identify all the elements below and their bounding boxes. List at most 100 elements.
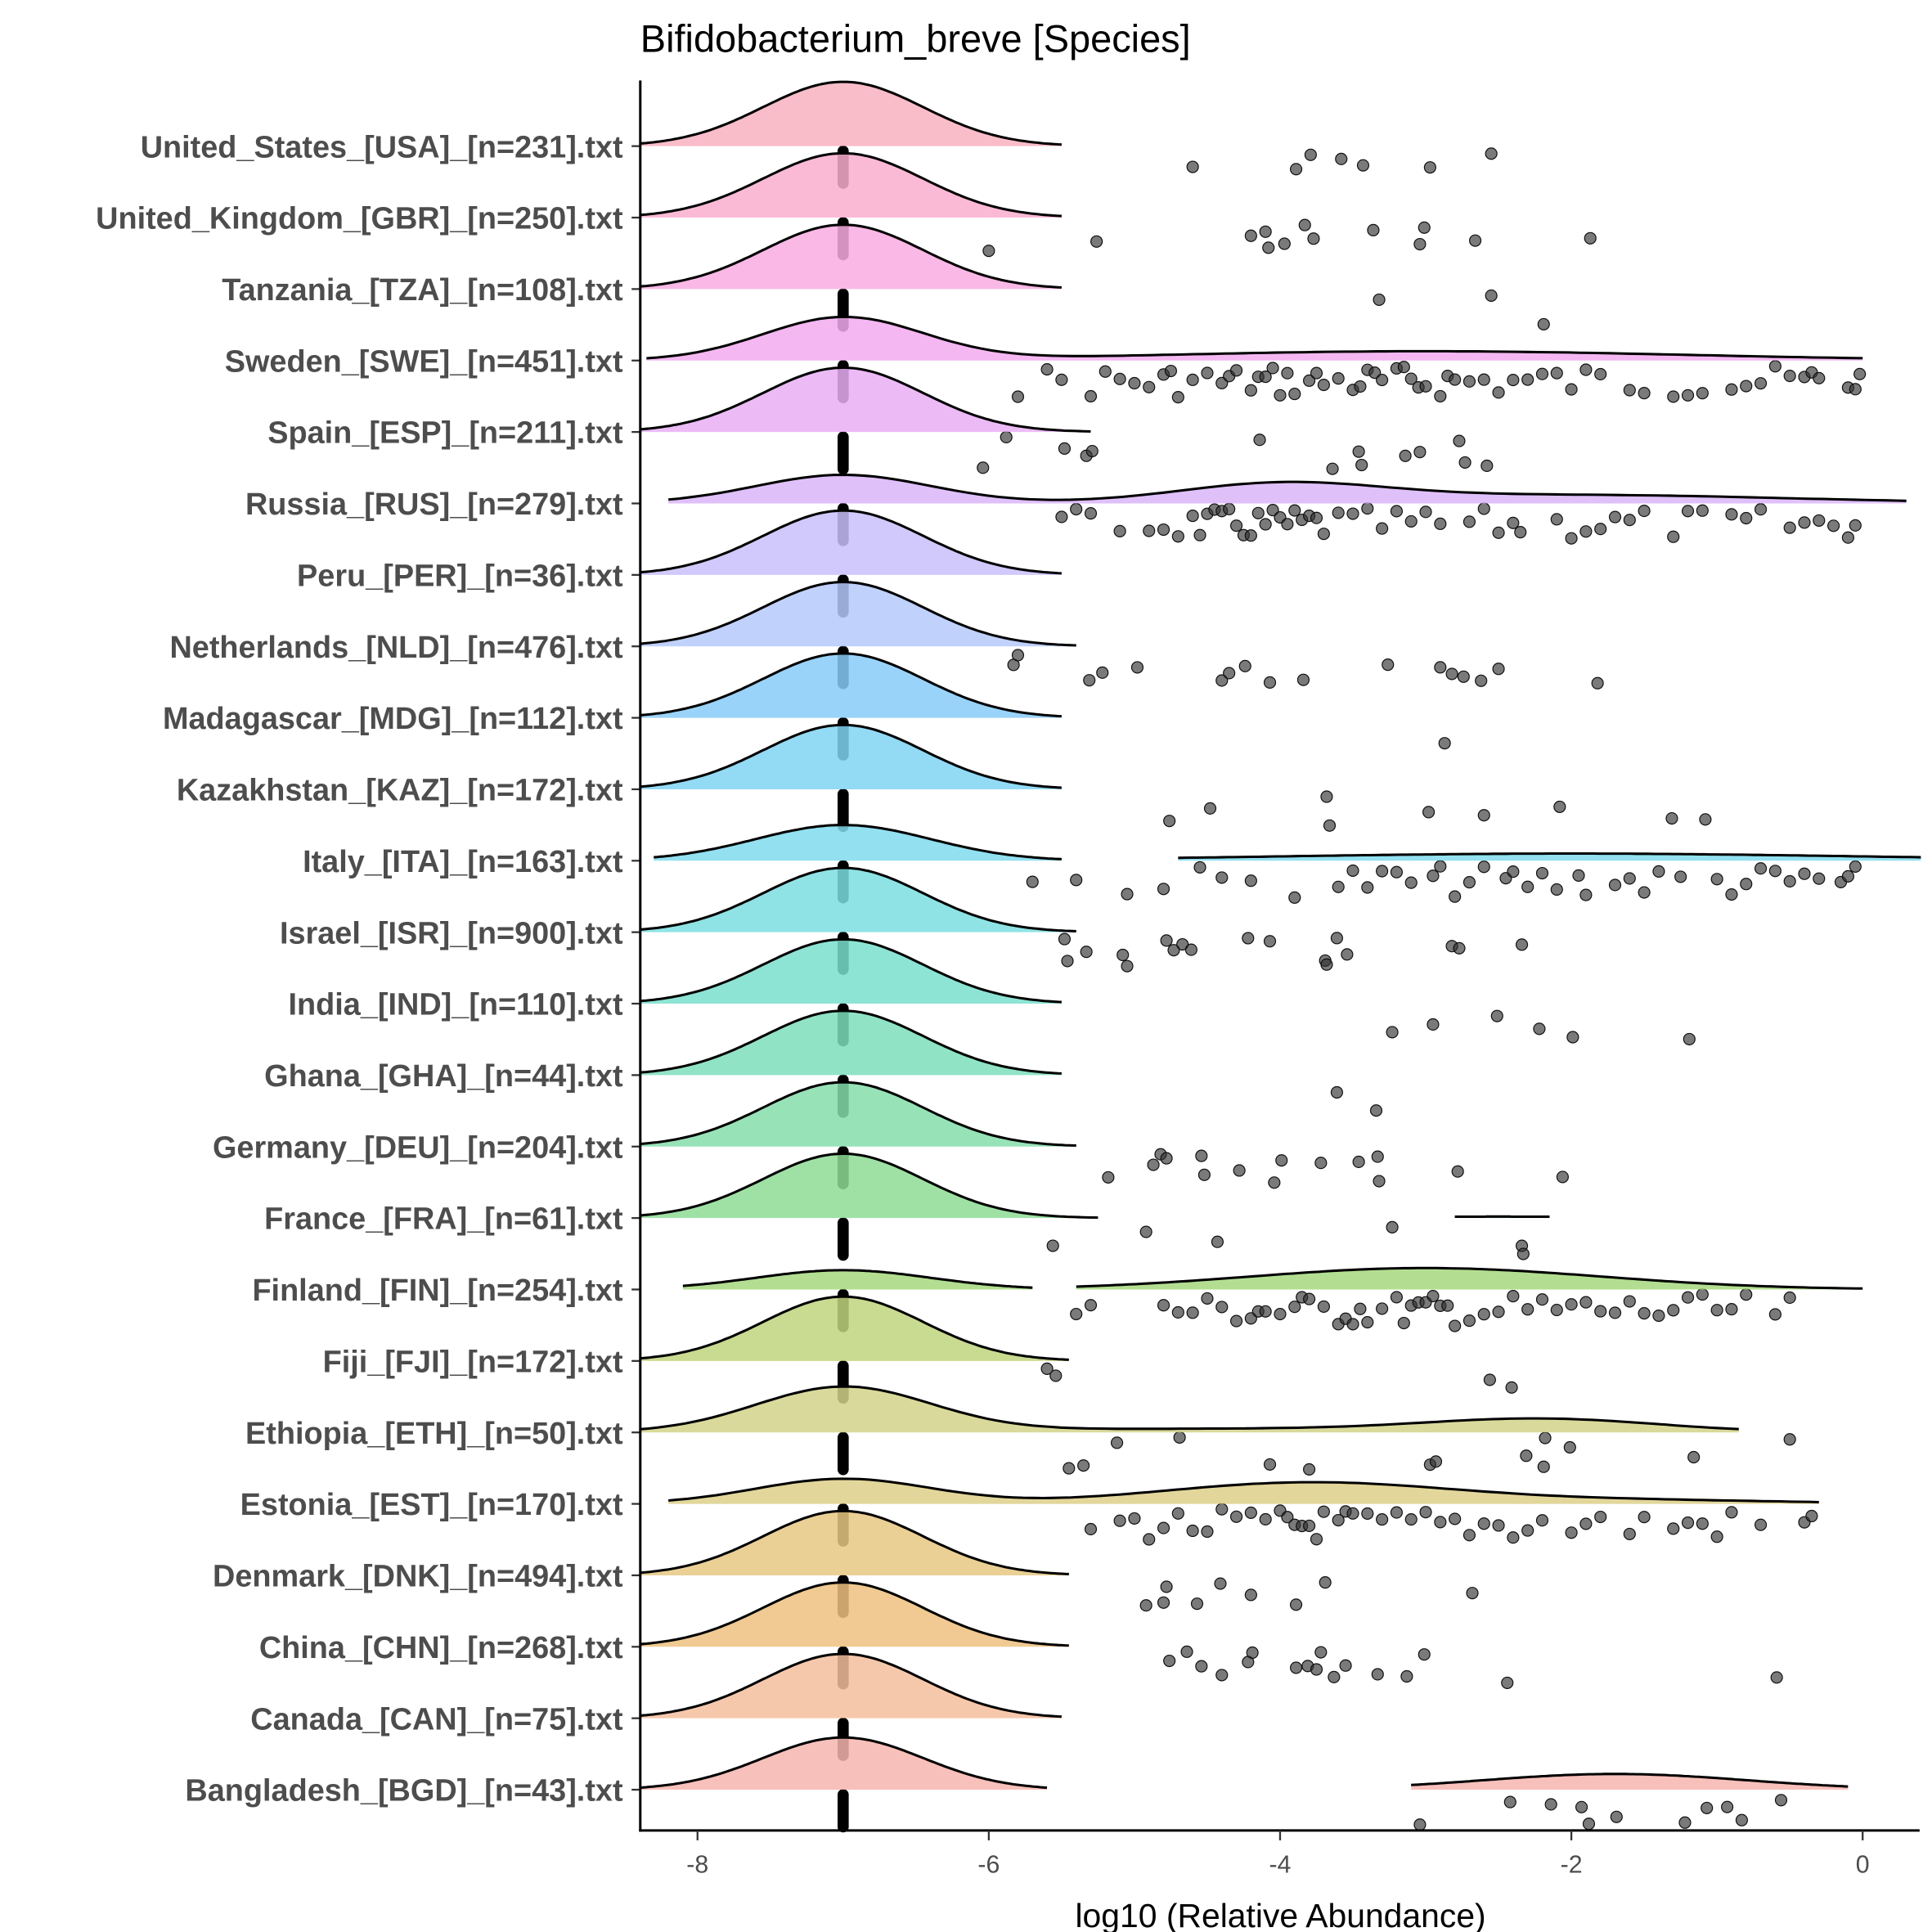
- data-point: [1371, 1150, 1384, 1163]
- data-point: [1594, 1305, 1607, 1318]
- data-point: [1332, 1513, 1345, 1527]
- data-point: [1462, 515, 1476, 528]
- data-point: [1390, 1506, 1403, 1519]
- data-point: [1266, 362, 1279, 375]
- data-point: [1475, 674, 1488, 687]
- data-point: [1419, 505, 1432, 519]
- density-fill: [639, 582, 1076, 647]
- data-point: [1449, 1319, 1462, 1332]
- data-point: [1492, 386, 1505, 399]
- data-point: [1201, 366, 1214, 380]
- data-point: [1390, 865, 1403, 878]
- data-point: [1477, 1517, 1490, 1530]
- data-point: [1681, 505, 1695, 518]
- data-point: [1466, 1587, 1479, 1600]
- data-point: [1046, 1239, 1059, 1252]
- data-point: [1565, 1526, 1578, 1539]
- data-point: [1354, 380, 1367, 393]
- data-point: [1579, 888, 1593, 901]
- data-point: [1725, 1303, 1738, 1316]
- data-point: [1259, 1512, 1272, 1526]
- data-point: [1565, 383, 1578, 396]
- data-point: [1681, 1516, 1695, 1530]
- data-point: [1102, 1170, 1115, 1184]
- data-point: [1579, 1296, 1593, 1309]
- density-curve: [639, 1385, 1739, 1431]
- data-point: [1768, 360, 1781, 373]
- data-point: [1623, 1295, 1636, 1308]
- data-point: [1310, 511, 1323, 524]
- data-point: [1449, 890, 1462, 903]
- data-point: [1314, 1157, 1328, 1170]
- data-point: [1011, 649, 1025, 662]
- data-point: [1355, 458, 1368, 472]
- data-point: [1163, 1654, 1176, 1668]
- data-point: [1288, 891, 1301, 904]
- data-point: [1303, 1519, 1316, 1532]
- data-point: [1195, 1149, 1208, 1162]
- data-point: [1638, 1307, 1651, 1320]
- data-point: [1090, 235, 1103, 248]
- data-point: [1449, 373, 1462, 386]
- data-point: [1223, 667, 1236, 680]
- data-point: [1434, 517, 1447, 530]
- density-curve: [639, 1581, 1069, 1647]
- data-point: [1244, 874, 1257, 887]
- data-point: [1341, 948, 1354, 961]
- data-point: [1451, 1165, 1464, 1178]
- density-fill: [639, 1737, 1048, 1790]
- data-point: [1740, 380, 1753, 393]
- data-point: [1215, 674, 1229, 687]
- data-point: [1303, 374, 1316, 387]
- density-curve: [639, 937, 1062, 1004]
- data-point: [1288, 1301, 1301, 1314]
- density-curve: [668, 473, 1907, 502]
- data-point: [1458, 456, 1471, 469]
- data-point: [1623, 1527, 1636, 1540]
- data-point: [1143, 1533, 1156, 1546]
- row-label: Sweden_[SWE]_[n=451].txt: [225, 344, 623, 379]
- data-point: [1367, 223, 1380, 236]
- data-point: [1485, 147, 1498, 160]
- data-point: [1419, 380, 1432, 393]
- data-point: [1492, 526, 1505, 539]
- data-point: [1259, 518, 1272, 531]
- data-point: [1058, 932, 1072, 946]
- data-point: [1477, 1308, 1490, 1321]
- density-fill: [639, 367, 1091, 433]
- data-point: [1157, 1299, 1170, 1312]
- data-point: [1535, 866, 1549, 880]
- data-point: [1063, 1462, 1076, 1475]
- data-point: [1330, 932, 1343, 945]
- data-point: [1710, 873, 1723, 886]
- density-curve: [639, 1152, 1099, 1220]
- data-point: [1061, 955, 1074, 968]
- row-label: Netherlands_[NLD]_[n=476].txt: [169, 631, 623, 665]
- data-point: [1332, 880, 1345, 893]
- data-point: [1699, 813, 1712, 826]
- row-label: Kazakhstan_[KAZ]_[n=172].txt: [177, 774, 623, 808]
- density-curve: [639, 866, 1076, 932]
- data-point: [1223, 502, 1236, 515]
- data-point: [1211, 1235, 1224, 1248]
- data-point: [1121, 887, 1134, 901]
- data-point: [1566, 1031, 1579, 1044]
- data-point: [1289, 1661, 1303, 1674]
- data-point: [1157, 523, 1170, 537]
- data-point: [1203, 802, 1217, 815]
- data-point: [1462, 375, 1476, 388]
- data-point: [1754, 862, 1768, 875]
- data-point: [1453, 941, 1466, 955]
- data-point: [1667, 1304, 1680, 1317]
- data-point: [1521, 1524, 1534, 1537]
- data-point: [1813, 514, 1826, 527]
- density-curve: [639, 723, 1062, 789]
- data-point: [1701, 1801, 1714, 1814]
- data-point: [1725, 1506, 1738, 1519]
- data-point: [1193, 528, 1206, 541]
- data-point: [1298, 218, 1311, 231]
- data-point: [1330, 1085, 1343, 1099]
- density-curve: [639, 80, 1062, 146]
- data-point: [1242, 932, 1255, 945]
- data-point: [1783, 369, 1796, 383]
